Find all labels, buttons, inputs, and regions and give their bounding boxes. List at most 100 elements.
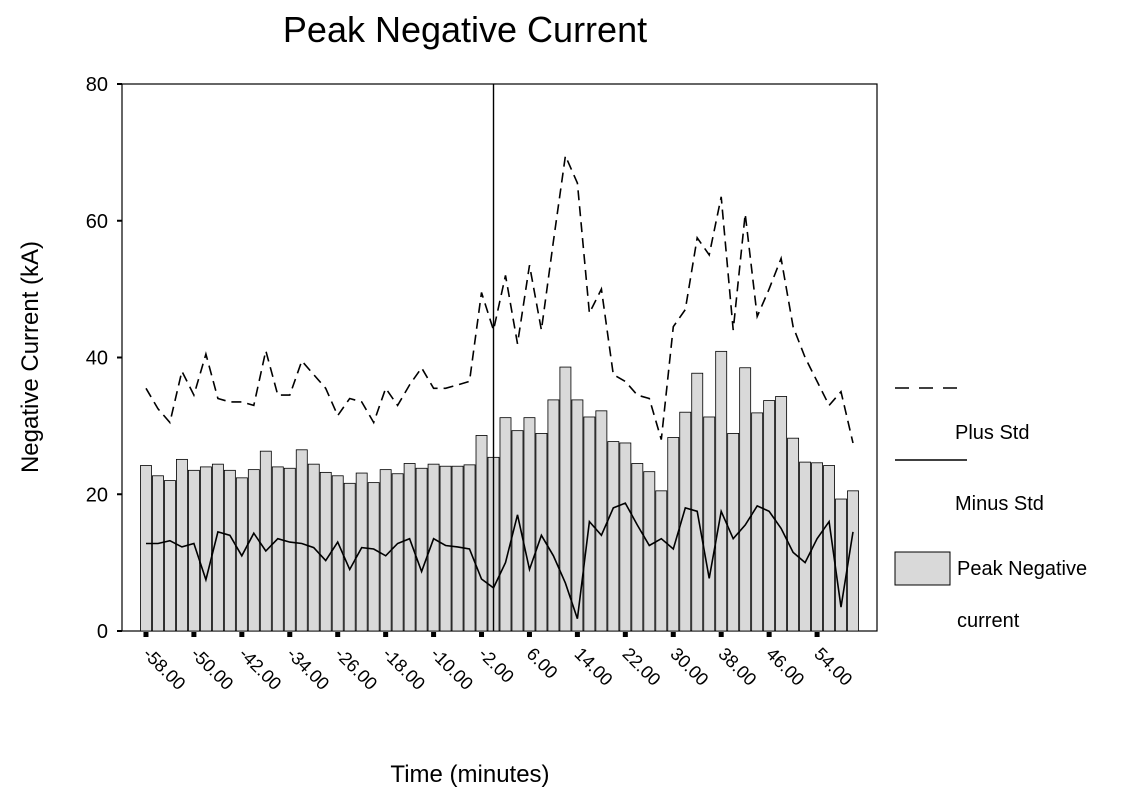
x-tick-label: -2.00 bbox=[475, 644, 518, 687]
bar bbox=[787, 437, 800, 632]
x-tick-label: 22.00 bbox=[619, 644, 665, 690]
y-tick-label: 40 bbox=[86, 348, 108, 370]
bar bbox=[475, 435, 488, 632]
bar bbox=[751, 412, 764, 632]
bar bbox=[811, 462, 823, 632]
bar bbox=[535, 432, 548, 632]
bar bbox=[847, 490, 859, 632]
bar bbox=[571, 399, 584, 632]
x-tick-label: -50.00 bbox=[187, 644, 237, 694]
bar bbox=[523, 417, 536, 632]
bar bbox=[295, 449, 308, 632]
bar bbox=[739, 367, 752, 632]
line bbox=[145, 152, 854, 444]
x-tick bbox=[670, 632, 676, 637]
bar bbox=[427, 463, 440, 632]
bar bbox=[595, 410, 608, 632]
bar bbox=[715, 350, 728, 632]
bar bbox=[667, 437, 680, 632]
bar bbox=[619, 442, 632, 632]
x-axis-label: Time (minutes) bbox=[390, 761, 549, 788]
x-tick bbox=[766, 632, 772, 637]
line bbox=[146, 502, 854, 619]
x-tick-label: 6.00 bbox=[523, 644, 562, 683]
x-tick bbox=[431, 632, 437, 637]
bar bbox=[152, 475, 164, 632]
x-tick bbox=[574, 632, 580, 637]
x-tick-label: -58.00 bbox=[139, 644, 189, 694]
x-tick bbox=[239, 632, 245, 637]
x-tick-label: -26.00 bbox=[331, 644, 381, 694]
x-tick bbox=[718, 632, 724, 637]
bar bbox=[140, 465, 152, 632]
bar bbox=[331, 475, 344, 632]
bar bbox=[799, 461, 812, 632]
legend-label: Minus Std bbox=[955, 493, 1044, 515]
y-tick-label: 20 bbox=[86, 484, 108, 506]
x-tick-label: -10.00 bbox=[427, 644, 477, 694]
x-tick-label: 54.00 bbox=[810, 644, 856, 690]
bar bbox=[187, 469, 200, 632]
x-tick-label: 30.00 bbox=[666, 644, 712, 690]
bar bbox=[727, 432, 740, 632]
bar bbox=[559, 366, 572, 632]
legend-key bbox=[894, 551, 951, 586]
bar bbox=[355, 472, 368, 632]
bar bbox=[643, 471, 656, 632]
x-tick-label: 38.00 bbox=[714, 644, 760, 690]
y-tick-label: 60 bbox=[86, 211, 108, 233]
bar bbox=[823, 465, 835, 632]
x-tick-label: -34.00 bbox=[283, 644, 333, 694]
bar bbox=[223, 469, 236, 632]
legend-label: Peak Negative current bbox=[957, 558, 1088, 632]
x-tick bbox=[383, 632, 389, 637]
x-tick bbox=[143, 632, 149, 637]
bar bbox=[391, 473, 404, 632]
bar bbox=[164, 480, 176, 632]
bar bbox=[271, 466, 284, 632]
bar bbox=[211, 463, 224, 632]
bar bbox=[691, 372, 704, 632]
bar bbox=[655, 490, 668, 632]
bar bbox=[451, 465, 464, 632]
bar bbox=[247, 469, 260, 632]
bar bbox=[199, 466, 212, 632]
bar bbox=[607, 441, 620, 632]
x-tick bbox=[335, 632, 341, 637]
x-tick-label: 14.00 bbox=[571, 644, 617, 690]
bar bbox=[679, 411, 692, 632]
x-tick bbox=[622, 632, 628, 637]
x-tick-label: 46.00 bbox=[762, 644, 808, 690]
x-tick-label: -42.00 bbox=[235, 644, 285, 694]
bar bbox=[343, 482, 356, 632]
x-tick-label: -18.00 bbox=[379, 644, 429, 694]
bar bbox=[631, 463, 644, 632]
x-tick bbox=[287, 632, 293, 637]
bar bbox=[367, 482, 380, 632]
bar bbox=[499, 417, 512, 632]
bar bbox=[775, 396, 788, 632]
bar bbox=[415, 467, 428, 632]
y-tick-label: 0 bbox=[97, 621, 108, 643]
x-tick bbox=[814, 632, 820, 637]
bar bbox=[763, 400, 776, 632]
legend-label: Plus Std bbox=[955, 422, 1030, 444]
bar bbox=[703, 416, 716, 632]
bar bbox=[259, 450, 272, 632]
bar bbox=[379, 469, 392, 632]
chart-title: Peak Negative Current bbox=[283, 9, 647, 50]
y-tick-label: 80 bbox=[86, 74, 108, 96]
x-tick bbox=[479, 632, 485, 637]
bar bbox=[511, 430, 524, 632]
bar bbox=[403, 463, 416, 632]
bar bbox=[319, 471, 332, 632]
x-tick bbox=[191, 632, 197, 637]
bar bbox=[283, 467, 296, 632]
bar bbox=[439, 465, 452, 632]
bar bbox=[835, 498, 847, 632]
x-tick bbox=[526, 632, 532, 637]
bar bbox=[547, 399, 560, 632]
y-axis-label: Negative Current (kA) bbox=[17, 241, 44, 473]
